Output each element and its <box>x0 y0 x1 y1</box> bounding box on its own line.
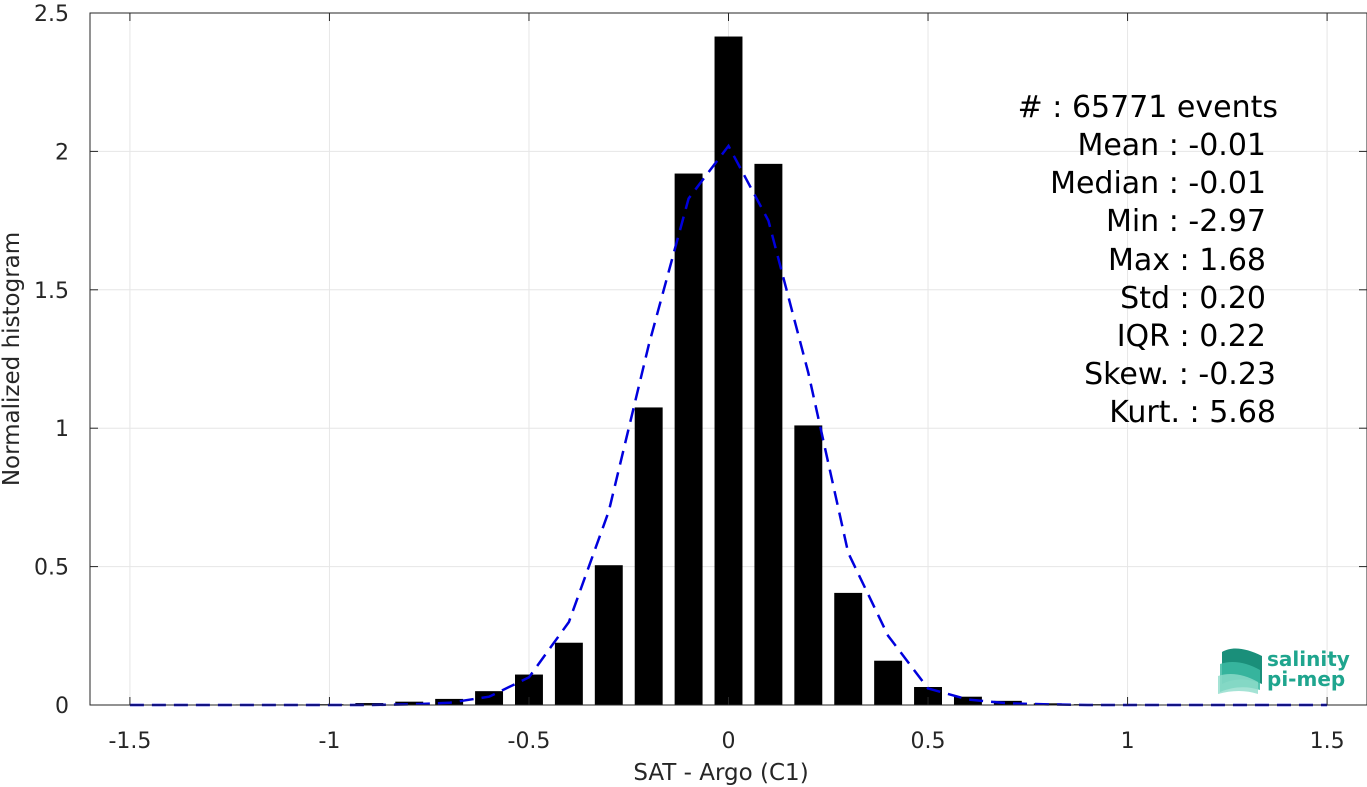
stat-iqr: IQR : 0.22 <box>1117 319 1266 354</box>
histogram-bar-6 <box>355 703 384 705</box>
x-tick-label-5: 1 <box>1121 729 1135 754</box>
y-tick-label-3: 1.5 <box>34 279 69 304</box>
salinity-pi-mep-logo: salinity pi-mep <box>1218 647 1350 694</box>
histogram-bar-11 <box>554 642 583 705</box>
statistics-annotation: # : 65771 events Mean : -0.01 Median : -… <box>1018 90 1278 430</box>
y-axis-label: Normalized histogram <box>0 232 25 486</box>
stat-std: Std : 0.20 <box>1120 281 1266 316</box>
logo-line-2: pi-mep <box>1267 667 1345 691</box>
x-tick-label-4: 0.5 <box>911 729 946 754</box>
y-tick-labels: 0 0.5 1 1.5 2 2.5 <box>34 2 69 719</box>
stat-count: # : 65771 events <box>1018 90 1278 125</box>
y-tick-label-4: 2 <box>55 140 69 165</box>
histogram-bar-16 <box>754 163 783 705</box>
logo-wave-icon <box>1218 648 1262 694</box>
stat-skew: Skew. : -0.23 <box>1084 357 1276 392</box>
x-tick-label-0: -1.5 <box>108 729 151 754</box>
histogram-bar-18 <box>834 592 863 705</box>
stat-max: Max : 1.68 <box>1108 243 1266 278</box>
x-tick-label-3: 0 <box>722 729 736 754</box>
histogram-bar-7 <box>395 701 424 705</box>
x-tick-label-1: -1 <box>318 729 340 754</box>
x-tick-labels: -1.5 -1 -0.5 0 0.5 1 1.5 <box>108 729 1344 754</box>
x-tick-label-6: 1.5 <box>1310 729 1345 754</box>
histogram-bar-13 <box>634 407 663 705</box>
histogram-bar-22 <box>993 700 1022 705</box>
histogram-bar-12 <box>594 565 623 705</box>
stat-kurt: Kurt. : 5.68 <box>1109 395 1276 430</box>
y-tick-label-1: 0.5 <box>34 556 69 581</box>
y-tick-label-5: 2.5 <box>34 2 69 27</box>
y-tick-label-2: 1 <box>55 417 69 442</box>
histogram-bar-14 <box>674 173 703 705</box>
histogram-bar-17 <box>794 425 823 705</box>
stat-min: Min : -2.97 <box>1106 204 1266 239</box>
histogram-bars <box>115 36 1342 706</box>
histogram-bar-21 <box>953 696 982 705</box>
y-tick-label-0: 0 <box>55 694 69 719</box>
stat-mean: Mean : -0.01 <box>1077 128 1266 163</box>
x-axis-label: SAT - Argo (C1) <box>633 760 808 786</box>
histogram-bar-9 <box>475 691 504 705</box>
x-tick-label-2: -0.5 <box>508 729 551 754</box>
histogram-bar-19 <box>874 660 903 705</box>
logo-line-1: salinity <box>1267 647 1350 671</box>
histogram-bar-15 <box>714 36 743 705</box>
stat-median: Median : -0.01 <box>1050 166 1266 201</box>
axis-ticks <box>90 12 1367 706</box>
